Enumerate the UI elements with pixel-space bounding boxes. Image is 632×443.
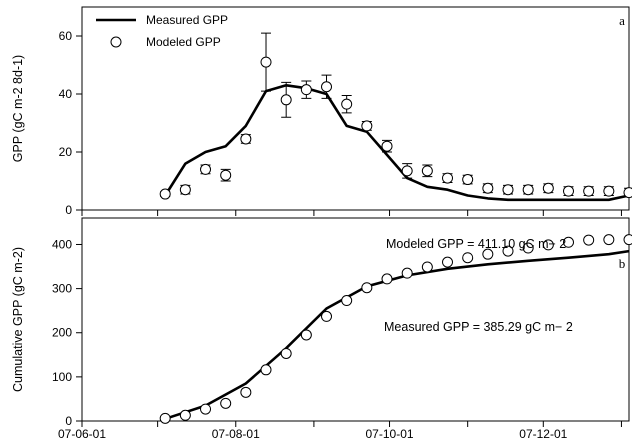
x-tick-label: 07-06-01 [58,427,106,441]
modeled-gpp-point [179,409,191,421]
modeled-gpp-point [482,182,494,194]
y-axis-title: Cumulative GPP (gC m-2) [11,247,25,392]
modeled-gpp-point [583,185,595,197]
plot-frame [81,217,630,422]
y-tick-label: 400 [52,237,72,251]
y-tick-label: 0 [65,203,72,217]
modeled-gpp-point [381,273,393,285]
annotation-modeled-total: Modeled GPP = 411.10 gC m− 2 [386,237,566,251]
panel-label: b [619,256,626,271]
annotation-measured-total: Measured GPP = 385.29 gC m− 2 [384,320,573,334]
modeled-gpp-point [502,184,514,196]
modeled-gpp-point [401,165,413,177]
panel-a: 0 20 40 60 GPP (gC m-2 8d-1) a Measured GPP Mod… [11,6,632,217]
modeled-gpp-point [260,364,272,376]
modeled-gpp-point [603,185,615,197]
legend-label-modeled: Modeled GPP [146,35,221,49]
y-tick-label: 20 [59,145,73,159]
modeled-gpp-point [563,236,575,248]
modeled-gpp-point [502,245,514,257]
modeled-gpp-point [220,397,232,409]
y-tick-label: 200 [52,326,72,340]
modeled-gpp-point [421,261,433,273]
y-tick-label: 100 [52,370,72,384]
modeled-gpp-point [280,347,292,359]
modeled-gpp-point [200,163,212,175]
measured-gpp-line [164,249,630,421]
modeled-gpp-point [442,256,454,268]
modeled-gpp-point [300,329,312,341]
plot-frame [81,6,630,211]
panel-label: a [619,13,625,28]
modeled-gpp-point [462,252,474,264]
modeled-gpp-point [179,184,191,196]
modeled-gpp-point [462,174,474,186]
modeled-gpp-point [482,248,494,260]
modeled-gpp-point [341,295,353,307]
y-axis-title: GPP (gC m-2 8d-1) [11,55,25,162]
modeled-gpp-point [240,386,252,398]
modeled-gpp-point [300,84,312,96]
modeled-gpp-point [623,234,632,246]
modeled-gpp-point [563,185,575,197]
modeled-gpp-point [522,242,534,254]
modeled-gpp-point [341,98,353,110]
modeled-gpp-point [603,234,615,246]
legend-label-measured: Measured GPP [146,13,228,27]
y-tick-label: 0 [65,414,72,428]
modeled-gpp-point [159,188,171,200]
modeled-gpp-point [200,403,212,415]
modeled-gpp-point [260,56,272,68]
legend-circle-swatch [110,36,122,48]
modeled-gpp-point [321,310,333,322]
modeled-gpp-point [361,120,373,132]
modeled-gpp-point [220,169,232,181]
y-tick-label: 300 [52,282,72,296]
y-tick-label: 60 [59,29,73,43]
modeled-gpp-point [280,94,292,106]
modeled-gpp-point [583,234,595,246]
measured-gpp-line [164,84,630,202]
modeled-gpp-point [159,412,171,424]
modeled-gpp-point [361,282,373,294]
modeled-gpp-point [542,239,554,251]
x-tick-label: 07-08-01 [212,427,260,441]
x-tick-label: 07-12-01 [519,427,567,441]
modeled-gpp-point [421,165,433,177]
modeled-gpp-point [623,187,632,199]
modeled-gpp-point [401,267,413,279]
modeled-gpp-point [442,172,454,184]
x-tick-label: 07-10-01 [366,427,414,441]
modeled-gpp-point [240,133,252,145]
modeled-gpp-point [542,182,554,194]
modeled-gpp-point [321,81,333,93]
modeled-gpp-point [381,140,393,152]
panel-b: 0 100 200 300 400 07-06-01 07-08-01 07-10-01 07-… [11,217,632,441]
modeled-gpp-point [522,184,534,196]
y-tick-label: 40 [59,87,73,101]
